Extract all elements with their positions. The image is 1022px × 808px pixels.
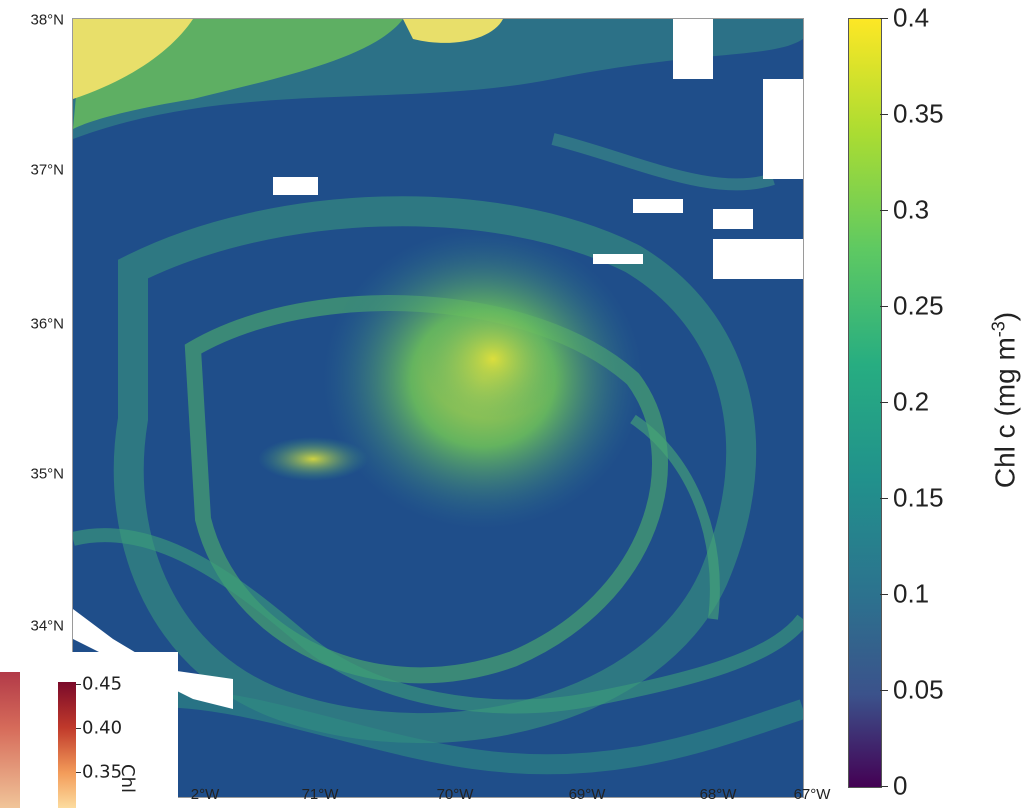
lon-label-67w: 67°W [793,786,831,803]
inset-panel: 0.45 0.40 0.35 Chl [0,652,178,808]
lon-label-68w: 68°W [699,786,737,803]
inset-colorbar-tick [76,772,81,773]
colorbar [848,18,882,788]
colorbar-tick [880,114,888,115]
colorbar-label: 0.1 [893,578,930,609]
inset-colorbar [58,682,76,808]
no-data-patch [673,19,713,79]
colorbar-tick [880,210,888,211]
colorbar-label: 0.35 [893,98,944,129]
inset-colorbar-tick [76,728,81,729]
colorbar-label: 0.2 [893,386,930,417]
inset-colorbar-tick [76,684,81,685]
lon-label-70w: 70°W [436,786,474,803]
lat-label-34n: 34°N [30,617,64,635]
inset-colorbar-label: 0.45 [82,673,123,695]
colorbar-label: 0.25 [893,290,944,321]
colorbar-tick [880,594,888,595]
no-data-patch [73,609,233,709]
inset-colorbar-label: 0.40 [82,717,123,739]
lat-label-36n: 36°N [30,315,64,333]
no-data-patch [713,209,753,229]
map-field [73,19,803,797]
colorbar-tick [880,18,888,19]
lon-label-72w: 2°W [190,786,220,803]
inset-colorbar-label: 0.35 [82,761,123,783]
colorbar-label: 0.4 [893,2,930,33]
colorbar-tick [880,786,888,787]
no-data-patch [273,177,318,195]
chlorophyll-map [72,18,804,798]
inset-map [0,672,20,808]
inset-colorbar-title: Chl [117,764,138,793]
lat-label-38n: 38°N [30,11,64,29]
colorbar-tick [880,402,888,403]
no-data-patch [713,239,803,279]
lat-label-37n: 37°N [30,161,64,179]
colorbar-title: Chl c (mg m-3) [988,311,1021,489]
no-data-patch [593,254,643,264]
colorbar-label: 0.3 [893,194,930,225]
colorbar-label: 0 [893,770,908,801]
no-data-patch [763,79,803,179]
colorbar-tick [880,498,888,499]
no-data-patch [633,199,683,213]
colorbar-tick [880,306,888,307]
colorbar-label: 0.05 [893,674,944,705]
colorbar-tick [880,690,888,691]
colorbar-label: 0.15 [893,482,944,513]
lat-label-35n: 35°N [30,465,64,483]
lon-label-69w: 69°W [568,786,606,803]
lon-label-71w: 71°W [301,786,339,803]
